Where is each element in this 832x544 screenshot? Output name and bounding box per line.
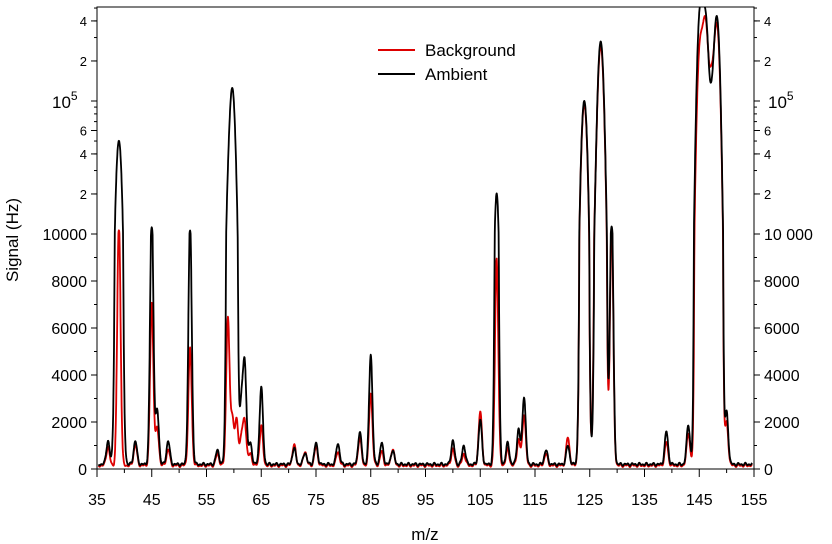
x-tick-label: 65 (252, 492, 270, 509)
y-log-tick-label-left: 4 (80, 14, 87, 29)
x-tick-label: 45 (143, 492, 161, 509)
x-tick-label: 115 (522, 492, 548, 509)
x-tick-label: 125 (576, 492, 603, 509)
legend: Background Ambient (370, 35, 540, 91)
y-tick-label-left: 6000 (51, 321, 87, 338)
x-tick-label: 105 (467, 492, 494, 509)
y-tick-label-right: 0 (764, 462, 773, 479)
y-tick-label-left: 0 (78, 462, 87, 479)
y-log-tick-label-left: 105 (52, 89, 78, 112)
y-log-tick-label-right: 2 (764, 54, 771, 69)
y-log-tick-label-left: 2 (80, 187, 87, 202)
y-tick-label-right: 6000 (764, 321, 800, 338)
y-log-tick-label-right: 4 (764, 14, 771, 29)
series-line-background (97, 15, 753, 468)
y-tick-label-left: 8000 (51, 274, 87, 291)
series-layer (97, 7, 753, 468)
x-tick-label: 35 (88, 492, 106, 509)
legend-label-ambient: Ambient (425, 65, 488, 84)
y-tick-label-right: 10 000 (764, 227, 813, 244)
y-tick-label-right: 4000 (764, 368, 800, 385)
y-tick-label-left: 4000 (51, 368, 87, 385)
y-log-tick-label-right: 4 (764, 147, 771, 162)
legend-label-background: Background (425, 41, 516, 60)
x-tick-label: 55 (198, 492, 216, 509)
y-tick-label-left: 10000 (43, 227, 88, 244)
x-axis-title: m/z (411, 525, 438, 544)
x-tick-label: 85 (362, 492, 380, 509)
y-axis-title: Signal (Hz) (3, 198, 22, 282)
x-tick-label: 145 (686, 492, 713, 509)
legend-box (370, 35, 540, 91)
y-log-tick-label-left: 2 (80, 54, 87, 69)
x-tick-label: 95 (417, 492, 435, 509)
y-log-tick-label-right: 6 (764, 124, 771, 139)
y-log-tick-label-left: 6 (80, 124, 87, 139)
y-tick-label-right: 8000 (764, 274, 800, 291)
y-log-tick-label-right: 2 (764, 187, 771, 202)
x-tick-label: 155 (741, 492, 768, 509)
y-tick-label-left: 2000 (51, 415, 87, 432)
y-log-tick-label-left: 4 (80, 147, 87, 162)
series-line-ambient (97, 7, 753, 467)
y-tick-label-right: 2000 (764, 415, 800, 432)
x-tick-label: 75 (307, 492, 325, 509)
axes-layer: 35 45 55 65 75 85 95 105 115 125 135 145 155 0 0 2000 20… (43, 7, 813, 509)
y-log-tick-label-right: 105 (768, 89, 794, 112)
x-tick-label: 135 (631, 492, 658, 509)
